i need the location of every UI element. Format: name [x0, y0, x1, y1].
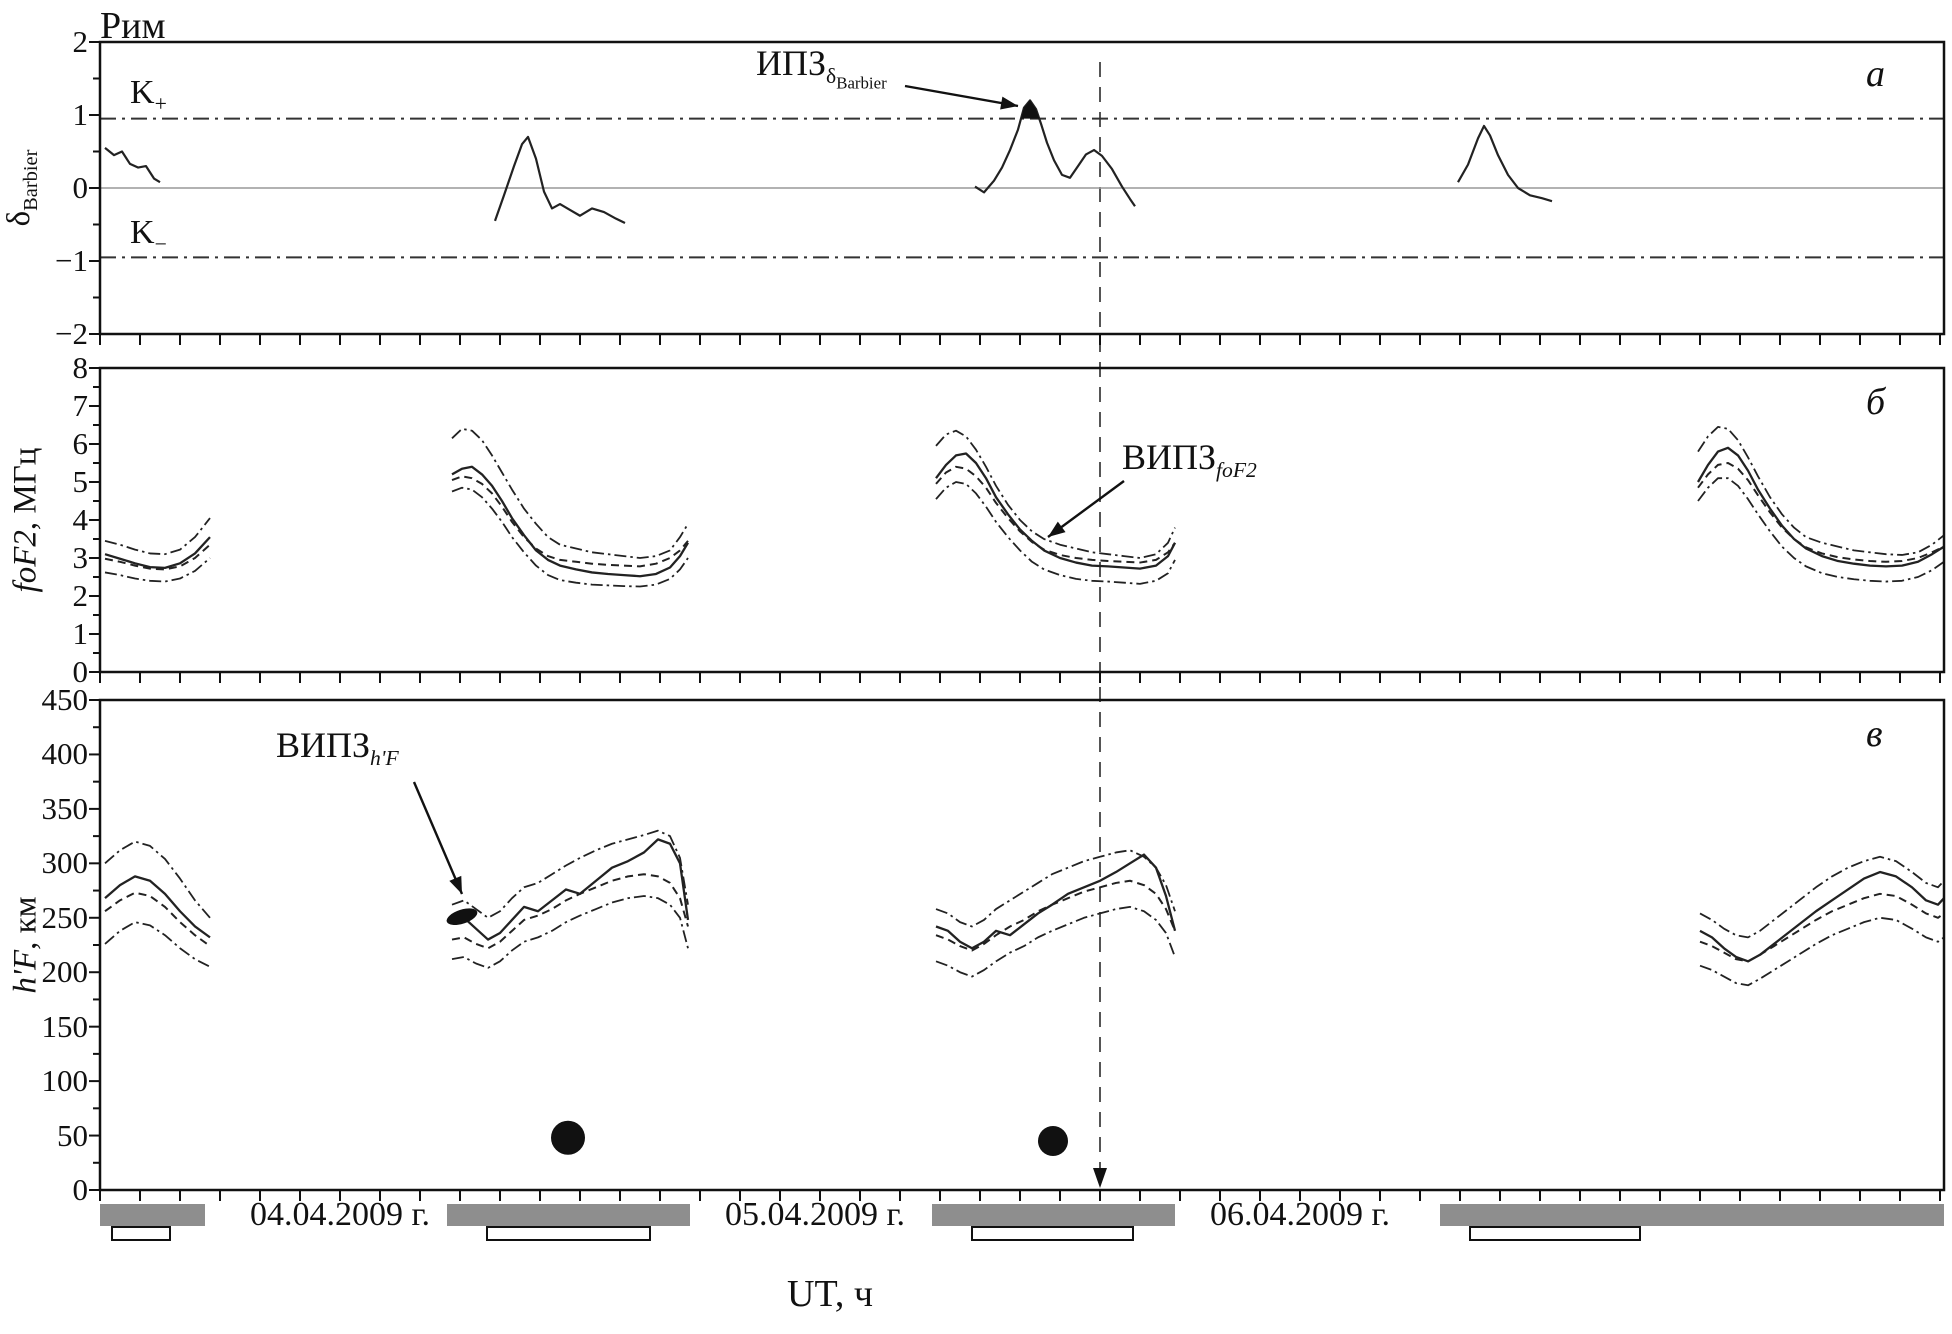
delta-segment — [974, 99, 1136, 207]
panel-frame — [98, 698, 1946, 1192]
lower-bound-line — [104, 921, 211, 968]
panel-letter-c: в — [1866, 713, 1883, 755]
lower-bound-line — [1699, 916, 1945, 987]
lower-bound-line — [451, 486, 689, 588]
y-tick-label: −1 — [55, 243, 88, 278]
annotation-vipz-hf: ВИПЗh'F — [276, 725, 399, 771]
y-tick-label: 350 — [41, 790, 89, 826]
annotation-arrowhead — [1000, 96, 1018, 110]
y-tick-label: 250 — [41, 899, 89, 935]
reference-bar — [971, 1226, 1134, 1241]
upper-bound-line — [935, 849, 1176, 928]
y-tick-label: 2 — [72, 578, 89, 613]
annotation-vipz-fof2: ВИПЗfoF2 — [1122, 437, 1257, 483]
median-line — [935, 879, 1176, 952]
delta-symbol: δ — [1, 210, 38, 227]
x-axis-label: UT, ч — [787, 1273, 873, 1315]
night-bar — [447, 1204, 690, 1226]
y-tick-label: 3 — [72, 540, 89, 575]
reference-bar — [1469, 1226, 1641, 1241]
observed-line — [104, 875, 211, 939]
event-marker-arrowhead — [1093, 1168, 1107, 1188]
station-title: Рим — [100, 5, 166, 47]
median-line — [104, 543, 211, 571]
observed-line — [104, 536, 211, 570]
panel-letter-a: а — [1866, 53, 1885, 95]
night-bar — [932, 1204, 1175, 1226]
y-tick-label: −2 — [55, 316, 88, 351]
y-tick-label: 0 — [72, 654, 89, 689]
date-label-2: 05.04.2009 г. — [724, 1196, 906, 1233]
observed-line — [1699, 870, 1945, 963]
upper-bound-line — [451, 427, 689, 559]
night-bar — [100, 1204, 205, 1226]
y-tick-label: 300 — [41, 845, 89, 881]
y-tick-label: 0 — [72, 1172, 89, 1207]
upper-bound-line — [935, 429, 1176, 559]
moon-symbol — [1038, 1126, 1068, 1156]
median-line — [451, 475, 689, 568]
y-tick-label: 5 — [72, 464, 89, 499]
panel-frame — [98, 366, 1946, 674]
delta-segment — [493, 135, 626, 225]
highlight-blob — [446, 908, 478, 925]
y-tick-label: 150 — [41, 1008, 89, 1044]
ipz-exceedance-fill — [1021, 100, 1040, 119]
upper-bound-line — [451, 829, 689, 919]
annotation-ipz-delta: ИПЗδBarbier — [756, 43, 887, 93]
upper-bound-line — [1699, 855, 1945, 939]
y-tick-label: 200 — [41, 954, 89, 990]
annotation-arrowhead — [449, 875, 462, 894]
lower-bound-line — [451, 895, 689, 969]
median-line — [1699, 892, 1945, 963]
y-tick-label: 100 — [41, 1063, 89, 1099]
lower-bound-line — [935, 481, 1176, 585]
upper-bound-line — [104, 517, 211, 556]
y-tick-label: 4 — [72, 502, 89, 537]
y-tick-label: 0 — [72, 170, 89, 205]
moon-symbol — [551, 1120, 585, 1155]
median-line — [451, 873, 689, 950]
observed-line — [1697, 446, 1945, 568]
y-tick-label: 7 — [72, 388, 89, 423]
y-tick-label: 1 — [72, 616, 89, 651]
lower-bound-line — [935, 905, 1176, 978]
y-tick-label: 6 — [72, 426, 89, 461]
y-tick-label: 50 — [57, 1117, 88, 1153]
night-bar — [1440, 1204, 1944, 1226]
annotation-arrow — [412, 781, 464, 895]
annotation-arrow — [904, 84, 1019, 108]
lower-bound-line — [1697, 477, 1945, 583]
observed-line — [935, 452, 1177, 570]
observed-line — [451, 838, 690, 941]
y-tick-label: 450 — [41, 682, 89, 717]
observed-line — [935, 853, 1177, 950]
panel-letter-b: б — [1866, 381, 1886, 423]
median-line — [1697, 462, 1945, 563]
date-label-3: 06.04.2009 г. — [1209, 1196, 1391, 1233]
y-tick-label: 1 — [72, 97, 89, 132]
k-plus-label: K+ — [130, 74, 167, 116]
upper-bound-line — [1697, 425, 1945, 556]
observed-line — [451, 465, 689, 578]
reference-bar — [111, 1226, 171, 1241]
y-tick-label: 2 — [72, 24, 89, 59]
median-line — [104, 891, 211, 947]
delta-segment — [104, 146, 161, 184]
annotation-arrowhead — [1048, 521, 1066, 537]
date-label-1: 04.04.2009 г. — [249, 1196, 431, 1233]
k-minus-label: K− — [130, 214, 167, 256]
y-tick-label: 8 — [72, 350, 89, 385]
reference-bar — [486, 1226, 651, 1241]
lower-bound-line — [104, 557, 211, 583]
y-tick-label: 400 — [41, 736, 89, 772]
delta-segment — [1457, 124, 1553, 203]
upper-bound-line — [104, 840, 211, 919]
